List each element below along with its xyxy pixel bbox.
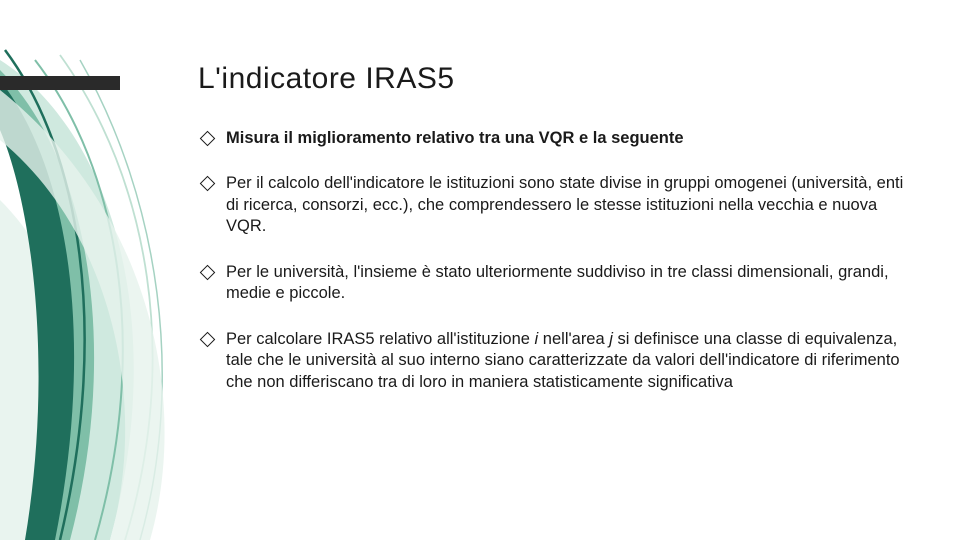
bullet-item: Per il calcolo dell'indicatore le istitu… xyxy=(198,173,918,237)
slide-title: L'indicatore IRAS5 xyxy=(198,62,918,96)
accent-bar xyxy=(0,76,120,90)
bullet-item: Per le università, l'insieme è stato ult… xyxy=(198,262,918,305)
content-area: L'indicatore IRAS5 Misura il miglioramen… xyxy=(198,62,918,417)
bullet-item: Per calcolare IRAS5 relativo all'istituz… xyxy=(198,329,918,393)
bullet-item: Misura il miglioramento relativo tra una… xyxy=(198,128,918,149)
bullet-list: Misura il miglioramento relativo tra una… xyxy=(198,128,918,393)
slide: L'indicatore IRAS5 Misura il miglioramen… xyxy=(0,0,960,540)
